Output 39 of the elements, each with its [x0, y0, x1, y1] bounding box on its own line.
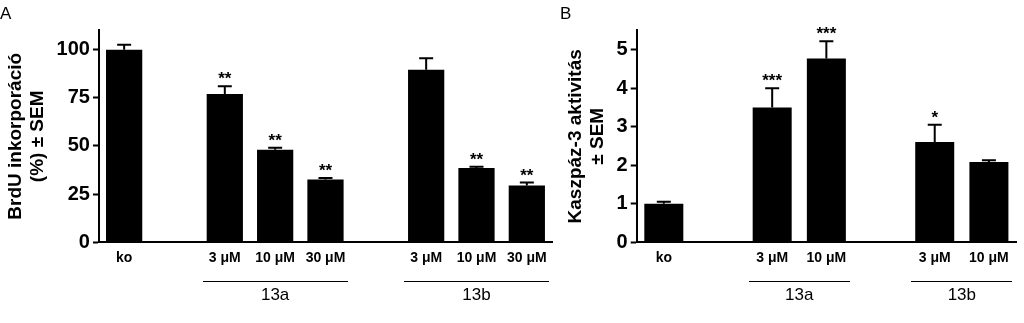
text: 13a	[202, 281, 348, 305]
x-tick-label: 30 μM	[305, 249, 346, 266]
x-tick-label: 3 μM	[208, 249, 241, 266]
x-tick-label: 30 μM	[506, 249, 547, 266]
x-tick-label: 10 μM	[806, 249, 847, 266]
x-tick-label: ko	[115, 249, 133, 266]
text: 13b	[911, 281, 1013, 305]
y-tick-label: 0	[616, 229, 628, 252]
y-axis-title: Kaszpáz-3 aktivitás ± SEM	[563, 49, 608, 224]
y-tick-label: 1	[616, 191, 628, 214]
y-tick-label: 2	[616, 152, 628, 175]
y-tick-label: 25	[67, 181, 90, 204]
data-label: **	[268, 131, 283, 151]
x-tick-label: 3 μM	[918, 249, 951, 266]
x-tick-label: 3 μM	[410, 249, 443, 266]
data-label: *	[931, 107, 939, 127]
y-tick-label: 50	[67, 133, 90, 156]
y-tick-label: 3	[616, 114, 628, 137]
y-tick-label: 4	[616, 75, 629, 98]
x-tick-label: 10 μM	[255, 249, 295, 266]
y-tick-label: 100	[56, 37, 90, 60]
x-tick-label: 10 μM	[456, 249, 497, 266]
chart-title: B	[560, 3, 572, 23]
data-label: **	[218, 69, 232, 89]
y-tick-label: 5	[616, 37, 628, 60]
y-axis-title: BrdU inkorporáció (%) ± SEM	[3, 52, 48, 220]
data-label: ***	[762, 71, 783, 91]
chart-title: A	[0, 3, 12, 23]
data-label: ***	[816, 24, 837, 44]
data-label: **	[318, 161, 333, 181]
data-label: **	[520, 165, 534, 185]
x-tick-label: ko	[655, 249, 672, 266]
data-label: **	[469, 149, 484, 169]
y-tick-label: 0	[78, 229, 90, 252]
x-tick-label: 3 μM	[756, 249, 789, 266]
y-tick-label: 75	[67, 85, 90, 108]
text: 13b	[404, 281, 549, 305]
x-tick-label: 10 μM	[969, 249, 1009, 266]
text: 13a	[748, 281, 850, 305]
